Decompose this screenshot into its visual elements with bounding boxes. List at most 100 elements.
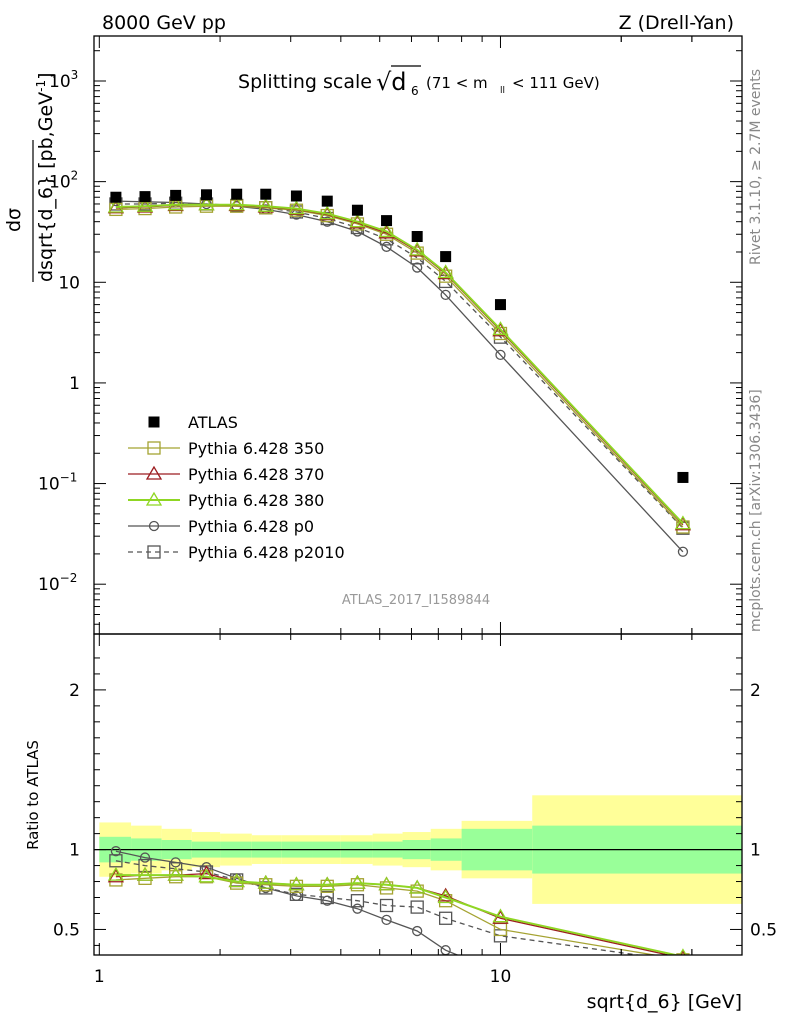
main-point-s3-12 bbox=[495, 349, 506, 361]
ratio-point-s4-9 bbox=[379, 898, 394, 913]
main-point-s2-6 bbox=[288, 200, 305, 215]
ratio-point-s3-3 bbox=[201, 862, 212, 873]
ratio-point-s2-5 bbox=[257, 874, 274, 889]
ratio-point-s2-2 bbox=[167, 866, 184, 881]
ratio-ytick-label-right-2: 0.5 bbox=[750, 920, 777, 940]
mcplots-label: mcplots.cern.ch [arXiv:1306.3436] bbox=[748, 389, 764, 632]
ratio-series-lines bbox=[107, 846, 690, 985]
main-point-s2-11 bbox=[437, 264, 454, 279]
ratio-line-series-3 bbox=[115, 850, 460, 955]
ratio-point-s0-7 bbox=[320, 879, 334, 893]
ratio-point-s4-1 bbox=[138, 858, 152, 873]
ratio-ytick-label-right-1: 1 bbox=[750, 841, 761, 861]
ratio-point-s0-2 bbox=[169, 870, 183, 884]
ratio-point-s2-10 bbox=[409, 879, 426, 894]
ratio-ytick-label-1: 1 bbox=[69, 841, 80, 861]
ratio-point-s0-13 bbox=[676, 953, 690, 955]
ratio-point-s2-9 bbox=[378, 876, 395, 891]
main-point-s2-5 bbox=[257, 197, 274, 212]
title-sub: 6 bbox=[411, 84, 419, 98]
atlas-point-7 bbox=[321, 195, 333, 207]
ratio-point-s0-6 bbox=[289, 879, 304, 893]
legend: ATLAS Pythia 6.428 350 Pythia 6.428 370 Pyt… bbox=[128, 413, 345, 562]
title-prefix: Splitting scale bbox=[238, 71, 372, 93]
main-point-s2-1 bbox=[136, 197, 154, 212]
ratio-point-s4-7 bbox=[320, 890, 334, 905]
main-point-s2-12 bbox=[492, 321, 509, 336]
ratio-y-label: Ratio to ATLAS bbox=[24, 740, 42, 850]
ratio-ytick-label-right-0: 2 bbox=[750, 681, 761, 701]
main-point-s3-13 bbox=[677, 546, 689, 557]
ratio-point-s2-3 bbox=[198, 868, 215, 883]
ratio-point-s4-0 bbox=[109, 854, 123, 868]
ratio-point-s3-9 bbox=[381, 914, 392, 926]
main-ytick-label-5: 10−2 bbox=[38, 571, 77, 595]
main-point-s3-11 bbox=[440, 289, 451, 301]
atlas-point-13 bbox=[677, 471, 689, 483]
atlas-point-2 bbox=[170, 189, 182, 201]
main-point-s1-9 bbox=[378, 224, 395, 239]
xtick-label-0: 1 bbox=[94, 967, 105, 987]
ylabel-top: dσ bbox=[3, 208, 25, 232]
ratio-point-s3-7 bbox=[322, 895, 333, 906]
legend-marker-3 bbox=[148, 520, 160, 532]
main-point-s2-8 bbox=[349, 213, 366, 228]
atlas-point-1 bbox=[139, 191, 151, 203]
ylabel-bottom: dsqrt{d_6} [pb,GeV bbox=[35, 92, 57, 282]
legend-marker-1 bbox=[145, 465, 163, 480]
legend-label-4: Pythia 6.428 p2010 bbox=[188, 543, 345, 562]
title-range: (71 < m bbox=[426, 74, 488, 92]
header-left: 8000 GeV pp bbox=[102, 12, 226, 34]
atlas-data-points bbox=[110, 188, 689, 483]
title-symbol: √d bbox=[376, 68, 407, 96]
main-point-s2-7 bbox=[319, 205, 336, 220]
atlas-point-4 bbox=[231, 188, 243, 200]
main-ytick-label-3: 1 bbox=[69, 374, 80, 394]
rivet-label: Rivet 3.1.10, ≥ 2.7M events bbox=[748, 69, 764, 265]
ratio-point-s2-11 bbox=[437, 889, 454, 904]
atlas-point-3 bbox=[200, 189, 212, 201]
main-point-s2-4 bbox=[228, 196, 245, 211]
ratio-point-s4-13 bbox=[676, 954, 690, 955]
ratio-point-s2-12 bbox=[492, 908, 509, 923]
atlas-point-8 bbox=[351, 204, 363, 216]
legend-marker-0 bbox=[147, 441, 161, 455]
ratio-point-s3-8 bbox=[352, 903, 363, 914]
title-range-sub: ll bbox=[500, 86, 505, 96]
ratio-point-s1-13 bbox=[679, 949, 686, 955]
ratio-point-s3-0 bbox=[110, 846, 122, 857]
ylabel-bottom-end: ] bbox=[35, 72, 57, 79]
legend-label-2: Pythia 6.428 380 bbox=[188, 491, 324, 510]
xtick-label-1: 10 bbox=[490, 967, 512, 987]
ratio-ytick-label-0: 2 bbox=[69, 681, 80, 701]
main-line-series-2 bbox=[115, 203, 684, 525]
atlas-point-6 bbox=[290, 190, 302, 202]
legend-marker-2 bbox=[145, 491, 163, 506]
ratio-point-s4-8 bbox=[350, 894, 365, 908]
ratio-point-s1-3 bbox=[198, 865, 215, 880]
ratio-point-s3-13 bbox=[678, 976, 687, 985]
ratio-line-series-4 bbox=[115, 860, 642, 955]
atlas-point-5 bbox=[260, 188, 272, 200]
ylabel-bottom-sup: -1 bbox=[34, 80, 48, 92]
atlas-point-11 bbox=[440, 251, 452, 263]
ratio-point-s2-8 bbox=[349, 874, 366, 889]
ratio-uncertainty-bands bbox=[94, 795, 742, 904]
ratio-point-s0-5 bbox=[259, 878, 273, 892]
ratio-line-series-2 bbox=[115, 874, 681, 955]
legend-label-3: Pythia 6.428 p0 bbox=[188, 517, 314, 536]
main-point-s2-2 bbox=[167, 196, 184, 211]
legend-label-atlas: ATLAS bbox=[188, 413, 238, 432]
ratio-ytick-label-2: 0.5 bbox=[53, 920, 80, 940]
main-point-s3-9 bbox=[381, 241, 392, 252]
atlas-point-10 bbox=[411, 231, 423, 243]
ratio-point-s3-10 bbox=[412, 925, 423, 937]
main-series-lines bbox=[107, 195, 692, 557]
ratio-point-s2-6 bbox=[288, 876, 305, 891]
plot-title: Splitting scale √d 6 (71 < m ll < 111 Ge… bbox=[238, 65, 600, 98]
legend-marker-atlas bbox=[148, 416, 160, 428]
ratio-point-s3-1 bbox=[139, 852, 151, 863]
legend-marker-4 bbox=[147, 545, 161, 559]
